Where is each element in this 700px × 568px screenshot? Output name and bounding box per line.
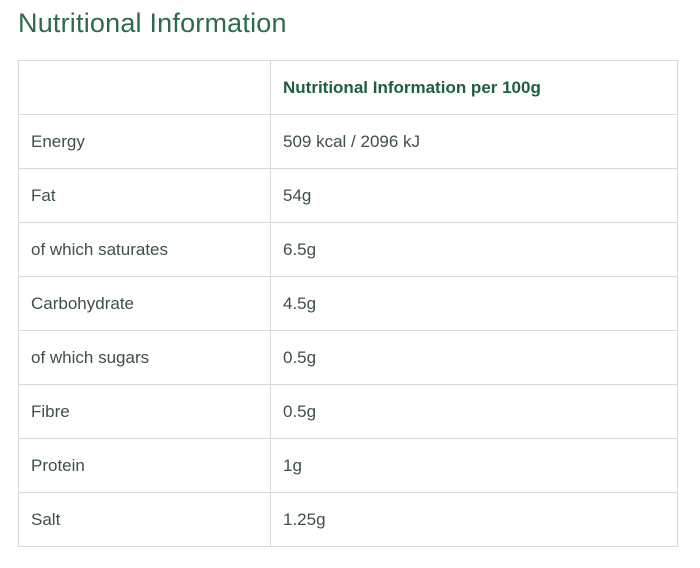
nutrient-label-cell: Fibre xyxy=(18,384,271,439)
nutrition-section: Nutritional Information Nutritional Info… xyxy=(18,8,678,547)
nutrient-label-cell: Fat xyxy=(18,168,271,223)
nutrient-label-cell: Energy xyxy=(18,114,271,169)
page-title: Nutritional Information xyxy=(18,8,287,38)
table-row: of which sugars 0.5g xyxy=(18,330,678,385)
table-row: Fibre 0.5g xyxy=(18,384,678,439)
table-row: Carbohydrate 4.5g xyxy=(18,276,678,331)
nutrient-value-cell: 1.25g xyxy=(270,492,678,547)
nutrient-value-cell: 0.5g xyxy=(270,384,678,439)
table-header-empty-cell xyxy=(18,60,271,115)
nutrient-value-cell: 4.5g xyxy=(270,276,678,331)
nutrient-label-cell: of which saturates xyxy=(18,222,271,277)
table-header-per-100g-cell: Nutritional Information per 100g xyxy=(270,60,678,115)
nutrition-table: Nutritional Information per 100g Energy … xyxy=(18,60,678,547)
table-row: Energy 509 kcal / 2096 kJ xyxy=(18,114,678,169)
nutrient-label-cell: Protein xyxy=(18,438,271,493)
nutrient-value-cell: 0.5g xyxy=(270,330,678,385)
nutrient-label-cell: of which sugars xyxy=(18,330,271,385)
nutrient-label-cell: Salt xyxy=(18,492,271,547)
table-row: Fat 54g xyxy=(18,168,678,223)
table-row: Protein 1g xyxy=(18,438,678,493)
table-header-row: Nutritional Information per 100g xyxy=(18,60,678,115)
table-row: of which saturates 6.5g xyxy=(18,222,678,277)
nutrient-value-cell: 509 kcal / 2096 kJ xyxy=(270,114,678,169)
table-row: Salt 1.25g xyxy=(18,492,678,547)
nutrient-label-cell: Carbohydrate xyxy=(18,276,271,331)
nutrient-value-cell: 6.5g xyxy=(270,222,678,277)
nutrient-value-cell: 1g xyxy=(270,438,678,493)
nutrient-value-cell: 54g xyxy=(270,168,678,223)
